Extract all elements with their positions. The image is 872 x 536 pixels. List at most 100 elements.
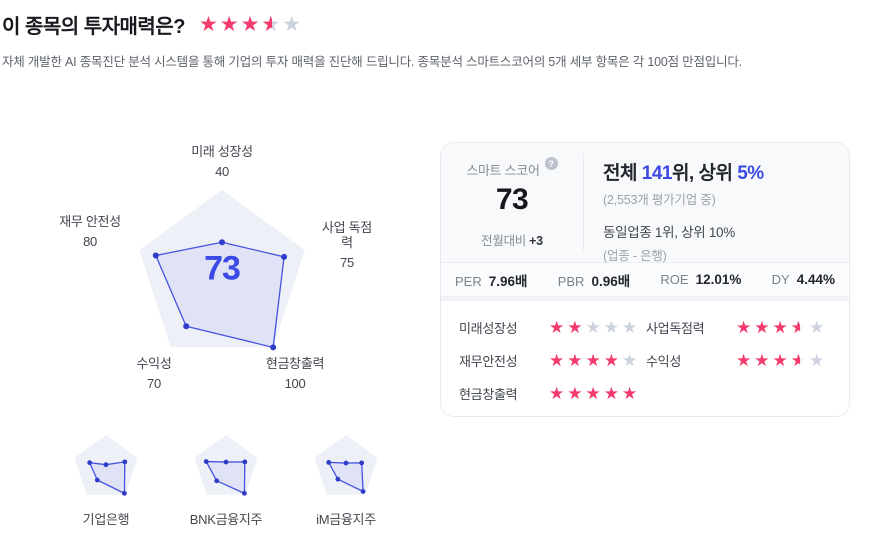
half-star-fill: ★: [791, 319, 800, 337]
rating-business-monopoly: 사업독점력 ★★★★★★: [646, 318, 833, 337]
axis-value: 70: [147, 376, 161, 391]
rating-stars: ★ ★ ★ ★ ★: [549, 350, 641, 370]
peer-name: iM금융지주: [316, 512, 376, 527]
rating-label: 재무안전성: [459, 354, 518, 369]
rank-text: 위, 상위: [671, 163, 738, 184]
metric-label: ROE: [660, 272, 689, 287]
rating-financial-safety: 재무안전성 ★ ★ ★ ★ ★: [459, 351, 646, 370]
peer-name: BNK금융지주: [189, 512, 263, 527]
rating-future-growth: 미래성장성 ★ ★ ★ ★ ★: [459, 318, 646, 337]
metric-value: 12.01%: [695, 272, 742, 287]
rating-stars: ★ ★ ★ ★ ★: [549, 383, 641, 403]
rating-stars: ★★★★★★: [736, 317, 828, 337]
metric-dy: DY 4.44%: [772, 272, 835, 287]
axis-label: 재무 안전성: [59, 214, 121, 229]
star-icon: ★: [585, 317, 604, 337]
radar-center-score: 73: [204, 249, 241, 288]
star-icon: ★★: [790, 350, 809, 370]
peer-name: 기업은행: [82, 512, 130, 527]
star-icon: ★: [219, 12, 241, 36]
metric-per: PER 7.96배: [455, 270, 527, 290]
rating-label: 현금창출력: [459, 387, 518, 402]
mom-value: +3: [529, 234, 543, 248]
star-icon: ★: [603, 317, 622, 337]
axis-future-growth: 미래 성장성 40: [191, 144, 253, 179]
axis-label: 미래 성장성: [191, 144, 253, 159]
star-icon: ★: [622, 317, 641, 337]
star-icon: ★: [736, 317, 755, 337]
half-star-fill: ★: [261, 13, 271, 37]
rating-profitability: 수익성 ★★★★★★: [646, 351, 833, 370]
peer-radar-svg: [74, 435, 138, 496]
rating-label: 미래성장성: [459, 321, 518, 336]
star-icon: ★: [754, 350, 773, 370]
metric-value: 7.96배: [488, 273, 528, 289]
axis-value: 80: [83, 234, 97, 249]
metric-pbr: PBR 0.96배: [558, 270, 630, 290]
star-icon: ★: [549, 350, 568, 370]
overall-rating-stars: ★★★★★★: [199, 13, 303, 37]
star-icon: ★: [809, 317, 828, 337]
peer-radar-svg: [194, 435, 258, 496]
valuation-metrics-row: PER 7.96배 PBR 0.96배 ROE 12.01% DY 4.44%: [441, 262, 849, 301]
rating-stars: ★★★★★★: [736, 350, 828, 370]
peer-item-bnk[interactable]: BNK금융지주: [180, 432, 272, 528]
help-icon[interactable]: ?: [544, 157, 558, 170]
axis-profitability: 수익성 70: [137, 356, 172, 391]
peer-radar-svg: [314, 435, 378, 495]
header: 이 종목의 투자매력은? ★★★★★★: [2, 10, 303, 39]
star-icon: ★: [549, 317, 568, 337]
rank-number: 141: [641, 163, 673, 184]
month-over-month: 전월대비 +3: [481, 230, 543, 249]
axis-value: 40: [215, 164, 229, 179]
rank-block: 전체 141위, 상위 5% (2,553개 평가기업 중) 동일업종 1위, …: [584, 143, 764, 263]
description-text: 자체 개발한 AI 종목진단 분석 시스템을 통해 기업의 투자 매력을 진단해…: [2, 55, 742, 69]
axis-cash-generation: 현금창출력 100: [265, 356, 325, 391]
smart-score-radar-chart: 미래 성장성 40 사업 독점력 75 현금창출력 100 수익성 70 재무 …: [50, 130, 400, 404]
rating-cash-generation: 현금창출력 ★ ★ ★ ★ ★: [459, 384, 646, 403]
peer-comparison-row: 기업은행 BNK금융지주 iM금융지주: [60, 432, 392, 528]
metric-label: PBR: [557, 273, 585, 289]
axis-label: 수익성: [136, 356, 172, 371]
axis-label: 사업 독점력: [322, 220, 372, 250]
star-icon: ★: [622, 350, 641, 370]
peer-item-ibk[interactable]: 기업은행: [60, 432, 152, 528]
overall-rank-sub: (2,553개 평가기업 중): [603, 193, 716, 207]
axis-label: 현금창출력: [265, 356, 325, 371]
score-summary-section: 스마트 스코어 ? 73 전월대비 +3 전체 141위, 상위 5% (2,5…: [441, 143, 849, 263]
star-icon: ★: [754, 317, 773, 337]
rating-stars: ★ ★ ★ ★ ★: [549, 317, 641, 337]
smart-score-block: 스마트 스코어 ? 73 전월대비 +3: [441, 143, 583, 262]
star-icon: ★: [567, 317, 586, 337]
metric-value: 4.44%: [796, 272, 835, 287]
star-icon: ★★: [790, 317, 809, 337]
star-icon: ★: [603, 383, 622, 403]
star-icon: ★: [567, 350, 586, 370]
axis-value: 75: [340, 255, 354, 270]
page-title: 이 종목의 투자매력은?: [2, 16, 185, 38]
sector-rank-line: 동일업종 1위, 상위 10%: [603, 225, 735, 240]
star-icon: ★: [736, 350, 755, 370]
rating-label: 사업독점력: [646, 321, 705, 336]
star-icon: ★: [567, 383, 586, 403]
smart-score-value: 73: [495, 183, 529, 216]
metric-roe: ROE 12.01%: [660, 272, 741, 287]
star-icon: ★★: [261, 12, 283, 37]
star-icon: ★: [549, 383, 568, 403]
mom-label: 전월대비: [481, 234, 526, 248]
star-icon: ★: [622, 383, 641, 403]
star-icon: ★: [603, 350, 622, 370]
axis-value: 100: [284, 376, 306, 391]
smart-score-card: 스마트 스코어 ? 73 전월대비 +3 전체 141위, 상위 5% (2,5…: [440, 142, 850, 417]
peer-item-im[interactable]: iM금융지주: [300, 432, 392, 528]
radar-pentagon-svg: [139, 190, 305, 351]
star-icon: ★: [585, 350, 604, 370]
star-icon: ★: [585, 383, 604, 403]
star-icon: ★: [809, 350, 828, 370]
rank-text: 전체: [603, 163, 642, 184]
star-icon: ★: [198, 12, 220, 36]
overall-rank-line: 전체 141위, 상위 5%: [603, 158, 764, 185]
metric-label: DY: [771, 272, 790, 287]
star-icon: ★: [772, 317, 791, 337]
